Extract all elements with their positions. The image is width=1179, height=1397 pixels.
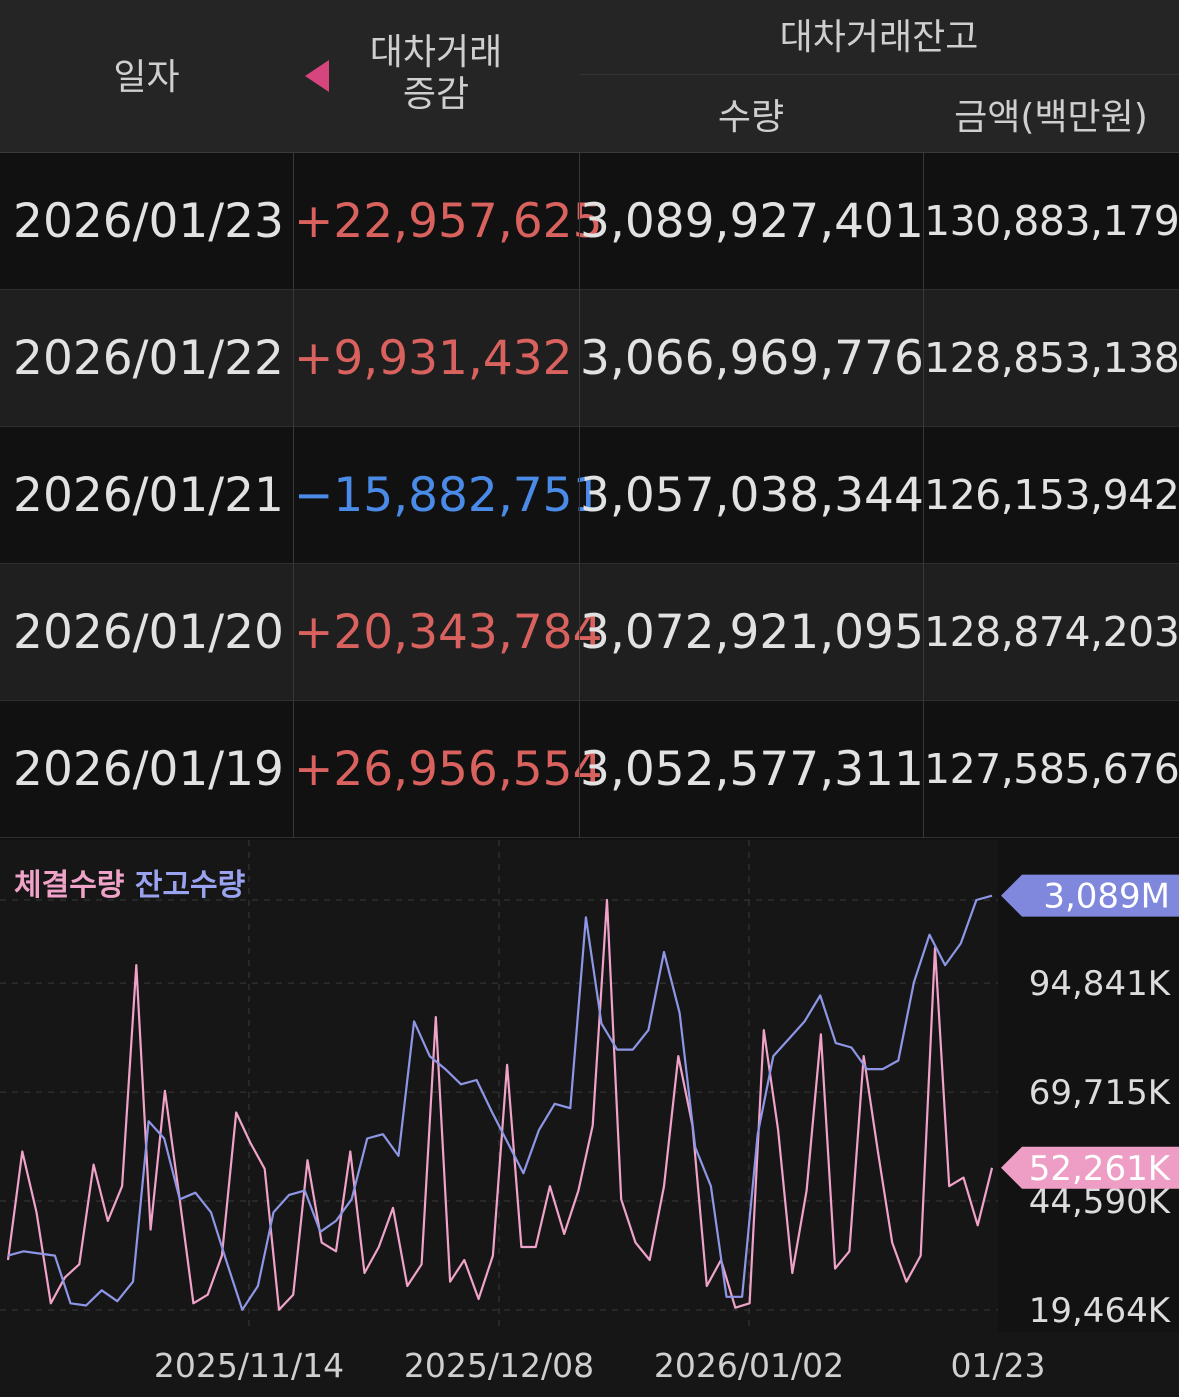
cell-change: +22,957,625	[293, 153, 602, 290]
cell-amount: 126,153,942	[923, 427, 1179, 564]
column-group-header-balance: 대차거래잔고	[779, 17, 979, 58]
chart-legend: 체결수량 잔고수량	[14, 860, 245, 904]
series-line-balance-qty	[7, 894, 993, 1311]
exec-last-value-tag: 52,261K	[1001, 1146, 1179, 1189]
series-line-exec-qty	[6, 898, 994, 1311]
x-axis-area	[0, 1332, 1179, 1397]
cell-change: −15,882,751	[293, 427, 602, 564]
cell-qty: 3,066,969,776	[579, 290, 924, 427]
cell-date: 2026/01/19	[13, 742, 284, 797]
table-row[interactable]: 2026/01/23 +22,957,625 3,089,927,401 130…	[0, 153, 1179, 290]
cell-date: 2026/01/20	[13, 605, 284, 660]
column-header-change-line2: 증감	[402, 74, 470, 115]
table-row[interactable]: 2026/01/19 +26,956,554 3,052,577,311 127…	[0, 701, 1179, 838]
balance-last-value-tag: 3,089M	[1001, 874, 1179, 917]
y-tick-label: 19,464K	[1029, 1291, 1172, 1331]
table-row[interactable]: 2026/01/21 −15,882,751 3,057,038,344 126…	[0, 427, 1179, 564]
column-header-qty[interactable]: 수량	[717, 97, 785, 138]
x-tick-label: 2025/12/08	[404, 1346, 594, 1385]
table-row[interactable]: 2026/01/20 +20,343,784 3,072,921,095 128…	[0, 564, 1179, 701]
svg-text:3,089M: 3,089M	[1043, 877, 1170, 917]
cell-qty: 3,072,921,095	[579, 564, 924, 701]
column-header-amount[interactable]: 금액(백만원)	[954, 97, 1148, 138]
x-tick-label: 2025/11/14	[154, 1346, 344, 1385]
y-tick-label: 94,841K	[1029, 964, 1172, 1004]
cell-date: 2026/01/21	[13, 468, 284, 523]
cell-qty: 3,057,038,344	[579, 427, 924, 564]
table-header: 일자 대차거래 증감 대차거래잔고 수량 금액(백만원)	[0, 0, 1179, 153]
x-tick-label: 01/23	[950, 1346, 1045, 1385]
cell-qty: 3,052,577,311	[579, 701, 924, 838]
cell-date: 2026/01/22	[13, 331, 284, 386]
table-row[interactable]: 2026/01/22 +9,931,432 3,066,969,776 128,…	[0, 290, 1179, 427]
header-divider	[579, 74, 1179, 75]
cell-amount: 128,874,203	[923, 564, 1179, 701]
legend-balance-qty: 잔고수량	[134, 868, 246, 903]
sort-left-arrow-icon[interactable]	[305, 60, 329, 92]
cell-amount: 130,883,179	[923, 153, 1179, 290]
legend-exec-qty: 체결수량	[14, 868, 125, 903]
cell-change: +20,343,784	[293, 564, 602, 701]
svg-text:52,261K: 52,261K	[1029, 1149, 1172, 1189]
cell-qty: 3,089,927,401	[579, 153, 924, 290]
line-chart[interactable]: 94,841K 69,715K 44,590K 19,464K 2025/11/14 20…	[0, 840, 1179, 1397]
column-header-change[interactable]: 대차거래 증감	[293, 32, 579, 116]
cell-amount: 127,585,676	[923, 701, 1179, 838]
column-header-change-line1: 대차거래	[369, 32, 503, 73]
column-header-date[interactable]: 일자	[113, 57, 180, 98]
y-axis-area	[998, 840, 1179, 1397]
y-tick-label: 69,715K	[1029, 1073, 1172, 1113]
x-tick-label: 2026/01/02	[654, 1346, 844, 1385]
cell-change: +26,956,554	[293, 701, 602, 838]
cell-amount: 128,853,138	[923, 290, 1179, 427]
cell-change: +9,931,432	[293, 290, 579, 427]
cell-date: 2026/01/23	[13, 194, 284, 249]
